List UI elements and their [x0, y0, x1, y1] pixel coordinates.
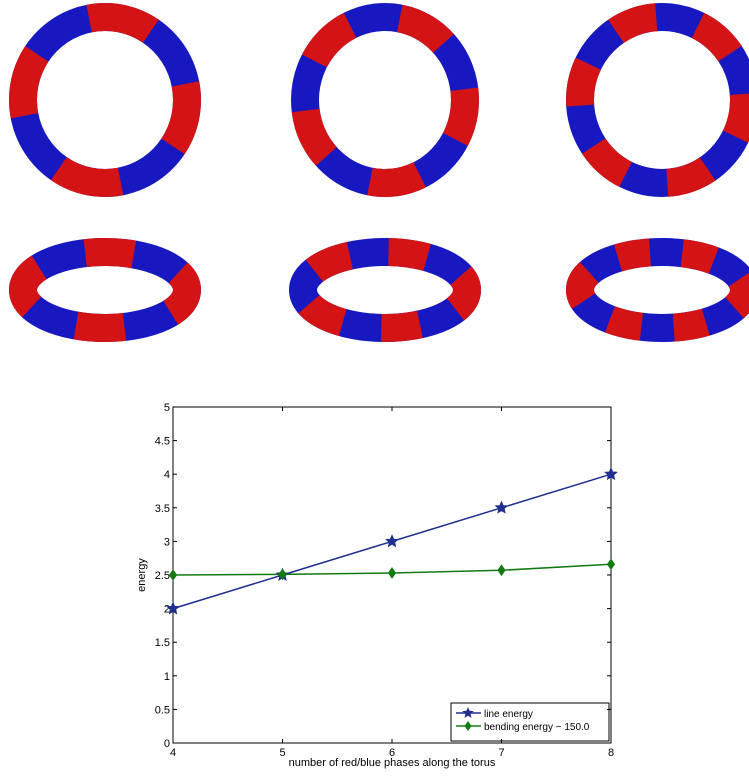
- data-point: [608, 559, 615, 569]
- y-tick-label: 3: [164, 536, 170, 548]
- y-tick-label: 4: [164, 469, 170, 481]
- x-tick-label: 4: [170, 747, 176, 759]
- y-tick-label: 2.5: [155, 570, 170, 582]
- data-point: [498, 565, 505, 575]
- torus: [580, 252, 744, 328]
- y-tick-label: 5: [164, 402, 170, 414]
- y-tick-label: 4.5: [155, 436, 170, 448]
- y-tick-label: 1.5: [155, 637, 170, 649]
- data-point: [386, 535, 397, 546]
- data-point: [389, 568, 396, 578]
- y-tick-label: 0.5: [155, 704, 170, 716]
- torus-renderings: [23, 17, 744, 328]
- y-tick-label: 1: [164, 671, 170, 683]
- x-tick-label: 7: [498, 747, 504, 759]
- legend-label: bending energy − 150.0: [484, 722, 590, 733]
- torus: [23, 17, 187, 183]
- legend-label: line energy: [484, 709, 533, 720]
- figure: energy number of red/blue phases along t…: [0, 0, 749, 771]
- data-point: [170, 570, 177, 580]
- data-point: [496, 502, 507, 513]
- x-tick-label: 8: [608, 747, 614, 759]
- legend: line energy bending energy − 150.0: [451, 703, 609, 741]
- y-tick-label: 3.5: [155, 503, 170, 515]
- data-point: [605, 468, 616, 479]
- y-axis-label: energy: [136, 558, 148, 592]
- x-tick-label: 6: [389, 747, 395, 759]
- x-tick-label: 5: [279, 747, 285, 759]
